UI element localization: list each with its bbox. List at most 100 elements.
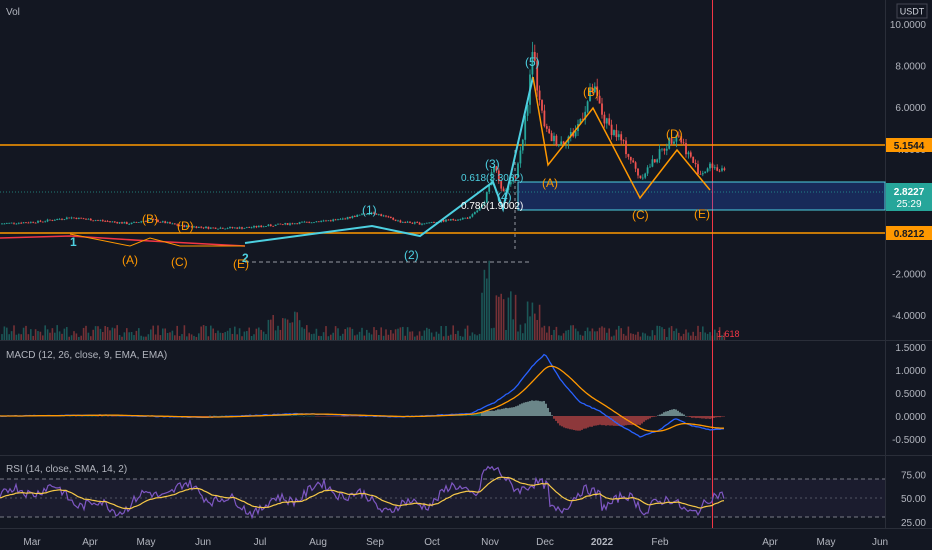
candle-body [557,144,560,146]
macd-hist-bar [519,404,521,416]
volume-bar [222,333,224,340]
candle-body [315,221,318,223]
macd-hist-bar [295,415,297,416]
macd-hist-bar [621,416,623,426]
candle-body [260,225,263,227]
volume-bar [414,336,416,340]
macd-hist-bar [669,410,671,416]
volume-bar [392,333,394,340]
candle-body [433,222,435,223]
volume-bars [1,260,726,340]
volume-bar [661,327,663,340]
candle-body [632,160,635,163]
price-tick-label: 10.0000 [890,20,927,31]
candle-body [241,227,243,229]
volume-bar [702,326,704,340]
candle-body [361,213,363,215]
candle-body [13,222,15,224]
impulse-wave-line[interactable] [244,76,534,244]
macd-hist-bar [291,415,293,417]
candle-body [250,227,253,229]
time-axis-label: Dec [536,537,554,548]
macd-hist-bar [301,415,303,417]
macd-hist-bar [355,416,357,417]
candle-body [387,216,390,218]
volume-bar [147,334,150,340]
volume-bar [476,335,478,340]
candle-body [313,222,315,224]
volume-bar [217,330,219,340]
candle-body [675,135,678,142]
volume-bar [490,328,493,340]
time-axis-labels: Mar Apr May Jun Jul Aug Sep Oct Nov Dec 2022 Feb Apr… [23,537,888,548]
candle-body [255,226,258,228]
target-zone-box[interactable] [517,181,886,211]
level-tag-lower-bg[interactable] [886,226,932,240]
macd-hist-bar [657,415,659,416]
volume-bar [428,328,430,340]
volume-bar [34,329,37,340]
macd-hist-bar [357,416,359,417]
volume-bar [51,328,54,340]
corrective-wave-line[interactable] [532,76,711,200]
volume-bar [361,327,363,340]
candle-body [478,207,481,211]
candle-body [289,223,291,225]
macd-hist-bar [481,412,483,416]
volume-bar [450,334,452,340]
volume-bar [22,327,25,340]
volume-bar [721,335,723,340]
candle-body [65,217,68,220]
rsi-tick-label: 25.00 [901,518,926,529]
candle-body [399,220,402,223]
level-tag-upper-bg[interactable] [886,138,932,152]
price-tick-label: 6.0000 [895,103,926,114]
volume-bar [577,331,579,340]
macd-hist-bar [77,415,79,417]
currency-box[interactable] [896,3,928,19]
candle-body [308,221,311,223]
volume-bar [517,331,519,340]
macd-tick-label: 0.0000 [895,412,926,423]
price-candles [1,41,726,230]
macd-hist-bar [615,416,617,426]
candle-body [687,152,690,155]
volume-bar [135,330,138,340]
volume-bar [20,334,22,340]
volume-bar [8,334,10,340]
candle-body [481,204,483,208]
macd-hist-bar [545,403,547,416]
candle-body [92,220,95,222]
macd-hist-bar [595,416,597,426]
macd-hist-bar [597,416,599,426]
volume-bar [80,335,82,340]
candle-body [149,219,152,221]
candle-body [721,168,723,171]
macd-hist-bar [477,412,479,416]
macd-hist-bar [641,416,643,424]
candle-body [663,148,666,151]
volume-bar [478,333,481,340]
volume-bar [255,328,258,340]
volume-bar [505,329,507,340]
candle-body [670,138,673,144]
candle-body [118,222,121,224]
volume-bar [282,318,284,340]
macd-hist-bar [197,416,199,417]
currency-label[interactable]: USDT [900,7,925,17]
candle-body [125,222,128,225]
volume-bar [10,331,13,340]
volume-bar [706,333,709,340]
candle-body [473,212,476,215]
volume-bar [639,336,642,340]
macd-hist-bar [563,416,565,428]
candle-body [505,190,507,192]
macd-hist-bar [85,415,87,417]
candle-body [329,220,332,222]
candle-body [353,216,356,217]
volume-bar [438,333,440,340]
current-price-tag[interactable] [886,183,932,211]
macd-hist-bar [199,416,201,417]
macd-hist-bar [567,416,569,429]
